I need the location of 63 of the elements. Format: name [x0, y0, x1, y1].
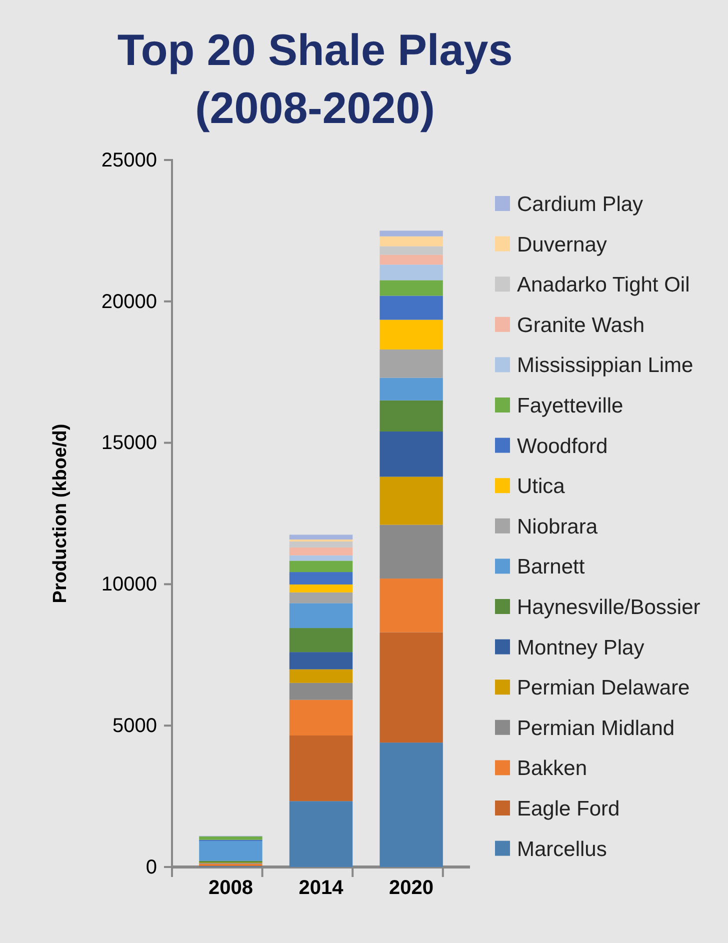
bar — [289, 700, 353, 736]
bar — [289, 736, 353, 802]
bar — [289, 682, 353, 700]
legend-label: Permian Midland — [517, 716, 675, 740]
bar — [289, 534, 353, 540]
x-tick-label: 2014 — [298, 877, 344, 899]
bar — [380, 230, 443, 236]
legend-label: Marcellus — [517, 838, 607, 861]
bar — [380, 246, 443, 255]
legend-label: Barnett — [517, 556, 585, 579]
bar — [380, 349, 443, 378]
y-tick-label: 15000 — [101, 432, 157, 454]
bar — [380, 632, 443, 743]
y-tick-label: 5000 — [112, 715, 157, 737]
legend-label: Montney Play — [517, 636, 645, 660]
bar — [380, 378, 443, 400]
legend-label: Eagle Ford — [517, 798, 620, 820]
legend-label: Granite Wash — [517, 314, 645, 337]
bar — [289, 669, 353, 683]
bar — [380, 254, 443, 265]
y-tick-label: 10000 — [101, 574, 157, 596]
y-axis-title: Production (kboe/d) — [50, 424, 71, 604]
bar — [380, 296, 443, 320]
bar — [380, 578, 443, 632]
legend-label: Haynesville/Bossier — [517, 596, 700, 619]
bar — [199, 836, 262, 840]
bar — [380, 264, 443, 280]
bar — [199, 840, 262, 861]
bar — [380, 524, 443, 579]
legend-label: Niobrara — [517, 515, 598, 538]
legend-label: Bakken — [517, 757, 588, 780]
bar — [289, 584, 353, 592]
legend-label: Duvernay — [517, 233, 608, 256]
legend-label: Woodford — [517, 434, 608, 458]
bar — [380, 431, 443, 477]
bar — [289, 547, 353, 556]
legend-label: Fayetteville — [517, 394, 624, 418]
bar — [380, 476, 443, 525]
x-tick-label: 2020 — [389, 877, 434, 899]
bar — [289, 572, 353, 584]
legend-label: Permian Delaware — [517, 676, 690, 700]
bar — [380, 236, 443, 246]
legend-label: Utica — [517, 475, 566, 498]
x-tick-label: 2008 — [208, 877, 253, 899]
bar — [289, 652, 353, 670]
bar — [289, 628, 353, 652]
legend-label: Anadarko Tight Oil — [517, 274, 690, 297]
bar — [380, 320, 443, 350]
bar — [380, 742, 443, 867]
chart-title: Top 20 Shale Plays (2008-2020) — [117, 26, 513, 133]
bar — [289, 555, 353, 561]
bar — [289, 801, 353, 867]
y-tick-label: 25000 — [101, 149, 157, 172]
legend-label: Mississippian Lime — [517, 354, 694, 378]
bar — [289, 541, 353, 548]
bar — [289, 603, 353, 628]
bar — [289, 592, 353, 604]
y-tick-label: 20000 — [101, 290, 157, 313]
bar — [289, 560, 353, 572]
legend-label: Cardium Play — [517, 193, 644, 216]
bar — [380, 280, 443, 296]
bar — [380, 400, 443, 432]
y-tick-label: 0 — [146, 856, 157, 878]
